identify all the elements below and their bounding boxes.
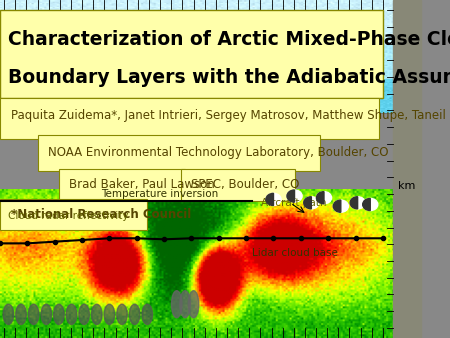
Wedge shape [333, 200, 341, 212]
Circle shape [287, 190, 302, 202]
Ellipse shape [91, 304, 102, 324]
Wedge shape [363, 198, 370, 211]
Circle shape [333, 200, 348, 212]
Text: Paquita Zuidema*, Janet Intrieri, Sergey Matrosov, Matthew Shupe, Taneil Uttal: Paquita Zuidema*, Janet Intrieri, Sergey… [10, 109, 450, 122]
Circle shape [363, 198, 378, 211]
FancyBboxPatch shape [0, 98, 379, 139]
Ellipse shape [79, 304, 90, 324]
Ellipse shape [104, 304, 115, 324]
Text: Cloud radar reflectivity: Cloud radar reflectivity [9, 211, 129, 221]
Text: Brad Baker, Paul Lawson: Brad Baker, Paul Lawson [69, 178, 215, 191]
Text: SPEC, Boulder, CO: SPEC, Boulder, CO [191, 178, 300, 191]
Ellipse shape [16, 304, 26, 324]
Circle shape [266, 193, 281, 206]
Text: *National Research Council: *National Research Council [10, 208, 191, 221]
Ellipse shape [130, 304, 140, 324]
FancyBboxPatch shape [181, 169, 294, 201]
Circle shape [350, 197, 365, 209]
Wedge shape [287, 190, 294, 202]
Circle shape [304, 197, 319, 209]
Text: km: km [398, 181, 415, 191]
Text: Lidar cloud base: Lidar cloud base [252, 248, 338, 259]
Ellipse shape [41, 304, 52, 324]
Wedge shape [266, 193, 274, 206]
Ellipse shape [54, 304, 64, 324]
Ellipse shape [66, 304, 77, 324]
Wedge shape [350, 197, 358, 209]
Text: Temperature inversion: Temperature inversion [101, 189, 218, 199]
Ellipse shape [28, 304, 39, 324]
Text: NOAA Environmental Technology Laboratory, Boulder, CO: NOAA Environmental Technology Laboratory… [49, 146, 389, 159]
Wedge shape [316, 192, 324, 204]
Text: Aircraft path: Aircraft path [261, 198, 326, 208]
Ellipse shape [117, 304, 127, 324]
Ellipse shape [171, 291, 182, 318]
Bar [393, 0, 421, 338]
Ellipse shape [142, 304, 153, 324]
FancyBboxPatch shape [38, 135, 320, 171]
Text: Characterization of Arctic Mixed-Phase Cloudy: Characterization of Arctic Mixed-Phase C… [9, 30, 450, 49]
Text: Boundary Layers with the Adiabatic Assumption: Boundary Layers with the Adiabatic Assum… [9, 68, 450, 87]
FancyBboxPatch shape [59, 169, 185, 201]
Ellipse shape [180, 291, 190, 318]
FancyBboxPatch shape [0, 10, 383, 98]
Ellipse shape [188, 291, 199, 318]
Ellipse shape [3, 304, 14, 324]
Circle shape [316, 192, 332, 204]
FancyBboxPatch shape [0, 199, 147, 230]
Wedge shape [304, 197, 311, 209]
